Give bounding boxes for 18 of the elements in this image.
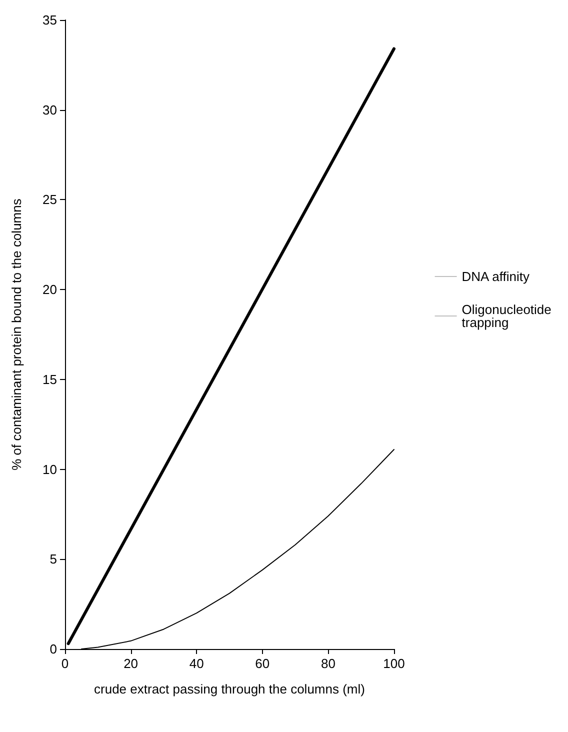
x-tick-label: 100 [383,656,405,671]
y-tick-label: 0 [50,642,57,656]
x-tick-label: 20 [124,656,138,671]
x-tick-label: 0 [61,656,69,671]
legend-label: DNA affinity [462,269,530,284]
x-tick-label: 60 [255,656,270,671]
x-tick-label: 40 [189,656,204,671]
legend-label: Oligonucleotide trapping [462,302,556,330]
y-tick-label: 15 [42,372,57,387]
y-axis-title: % of contaminant protein bound to the columns [9,198,24,470]
x-axis-title: crude extract passing through the columns (ml) [94,682,365,696]
y-tick-label: 5 [50,552,57,567]
y-tick-label: 25 [42,192,57,208]
y-tick-label: 35 [42,12,57,28]
y-tick-label: 30 [42,102,57,118]
y-tick-label: 10 [42,462,57,477]
x-tick-label: 80 [320,656,336,671]
y-tick-label: 20 [42,282,57,298]
